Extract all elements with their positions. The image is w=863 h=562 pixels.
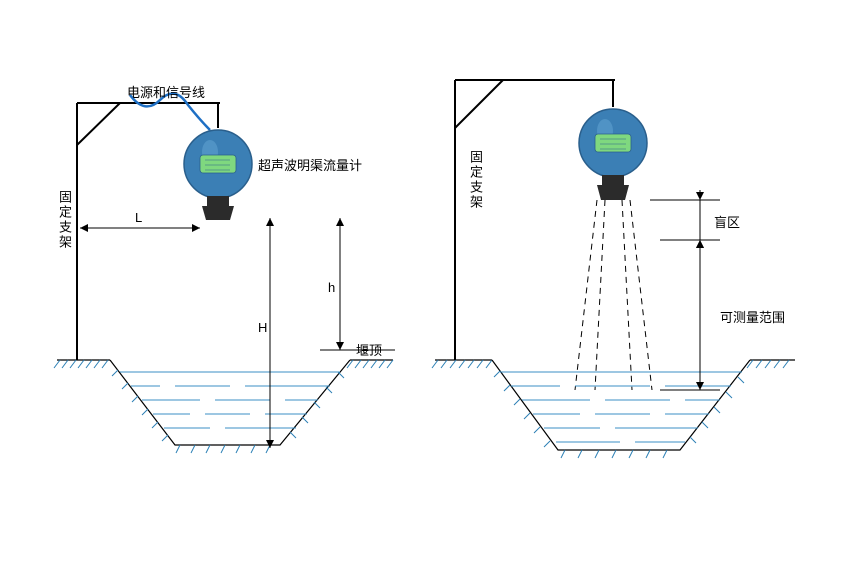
ground-hatch-right-r	[747, 360, 789, 368]
beam-right-inner	[622, 200, 632, 390]
beam-left-inner	[595, 200, 605, 390]
beam-left-outer	[575, 200, 597, 390]
right-diagram-svg	[0, 0, 863, 562]
transducer-neck-right	[602, 175, 624, 185]
channel-right	[492, 360, 750, 450]
label-range: 可测量范围	[720, 307, 785, 326]
transducer-horn-right	[597, 185, 629, 200]
beam-right-outer	[630, 200, 652, 390]
label-blind: 盲区	[714, 212, 740, 231]
ground-hatch-right-l	[432, 360, 492, 368]
right-brace	[455, 80, 503, 128]
sensor-screen-right	[595, 134, 631, 152]
label-bracket-right: 固定支架	[466, 150, 485, 210]
water-right	[500, 372, 742, 442]
